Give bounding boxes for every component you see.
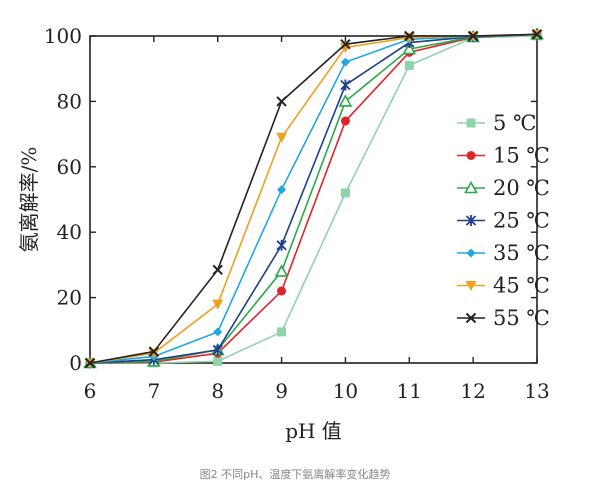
- axes: 6 7 8 9 10 11 12 13 0 20 40 60 80 100: [44, 24, 550, 403]
- legend-label: 35 ℃: [493, 241, 550, 265]
- data-point: [276, 132, 288, 143]
- data-point: [213, 356, 223, 366]
- data-point: [276, 239, 287, 251]
- data-point: [402, 41, 417, 55]
- legend-label: 5 ℃: [493, 111, 537, 135]
- data-point: [277, 327, 287, 337]
- series-line: [89, 33, 538, 364]
- legend-item: 45 ℃: [457, 274, 550, 298]
- data-point: [276, 96, 287, 107]
- data-point: [339, 42, 351, 53]
- series-6: [84, 29, 543, 369]
- data-point: [277, 185, 287, 195]
- legend-label: 45 ℃: [493, 274, 550, 298]
- series-line: [89, 33, 538, 364]
- series-line: [89, 33, 538, 364]
- legend-label: 25 ℃: [493, 209, 550, 233]
- y-tick-label: 20: [57, 286, 82, 310]
- data-point: [274, 264, 289, 277]
- x-tick-label: 12: [460, 379, 485, 403]
- data-point: [404, 30, 415, 42]
- legend-marker: [465, 312, 477, 324]
- x-axis-label: pH 值: [285, 419, 342, 443]
- legend-item: 25 ℃: [457, 209, 550, 233]
- data-point: [531, 29, 543, 40]
- y-tick-label: 40: [57, 220, 82, 244]
- y-tick-label: 60: [57, 155, 82, 179]
- legend-label: 20 ℃: [493, 176, 550, 200]
- data-point: [340, 38, 351, 50]
- data-point: [277, 286, 287, 296]
- series-layer: [83, 27, 544, 369]
- legend: 5 ℃ 15 ℃ 20 ℃ 25 ℃ 35 ℃ 45 ℃ 55 ℃: [457, 111, 550, 330]
- legend-marker: [464, 180, 478, 194]
- legend-item: 5 ℃: [457, 111, 537, 135]
- line-chart: 6 7 8 9 10 11 12 13 0 20 40 60 80 100 5 ℃ 15 ℃ 20 ℃ 25 ℃…: [17, 24, 550, 443]
- x-tick-label: 13: [524, 379, 549, 403]
- legend-item: 15 ℃: [457, 144, 550, 168]
- data-point: [148, 348, 160, 359]
- data-point: [340, 116, 350, 126]
- data-point: [212, 299, 224, 310]
- series-line: [89, 33, 538, 364]
- data-point: [213, 327, 223, 337]
- legend-item: 55 ℃: [457, 306, 550, 330]
- data-point: [84, 357, 96, 369]
- legend-marker: [466, 118, 476, 128]
- data-point: [340, 188, 350, 198]
- legend-marker: [466, 248, 476, 258]
- data-point: [212, 264, 223, 276]
- series-line: [89, 33, 538, 364]
- legend-label: 15 ℃: [493, 144, 550, 168]
- x-tick-label: 11: [397, 379, 422, 403]
- series-line: [89, 33, 538, 364]
- series-line: [90, 35, 538, 364]
- x-tick-label: 9: [275, 379, 288, 403]
- plot-frame: [89, 35, 538, 364]
- legend-marker: [466, 151, 476, 160]
- data-point: [340, 79, 351, 91]
- data-point: [212, 344, 223, 356]
- figure-caption: 图2 不同pH、温度下氨离解率变化趋势: [199, 468, 391, 481]
- legend-label: 55 ℃: [493, 306, 550, 330]
- data-point: [338, 94, 353, 107]
- x-tick-label: 10: [333, 379, 358, 403]
- y-tick-label: 100: [44, 24, 82, 48]
- legend-marker: [465, 215, 477, 226]
- x-tick-label: 6: [84, 379, 97, 403]
- x-tick-label: 7: [147, 379, 160, 403]
- data-point: [148, 346, 160, 357]
- y-tick-label: 80: [57, 89, 82, 113]
- y-tick-label: 0: [69, 351, 82, 375]
- x-tick-label: 8: [211, 379, 224, 403]
- legend-item: 20 ℃: [457, 176, 550, 200]
- legend-item: 35 ℃: [457, 241, 550, 265]
- data-point: [467, 30, 479, 42]
- legend-marker: [465, 281, 477, 291]
- data-point: [404, 60, 414, 70]
- series-2: [83, 27, 544, 369]
- data-point: [340, 57, 350, 67]
- y-axis-label: 氨离解率/%: [17, 147, 41, 253]
